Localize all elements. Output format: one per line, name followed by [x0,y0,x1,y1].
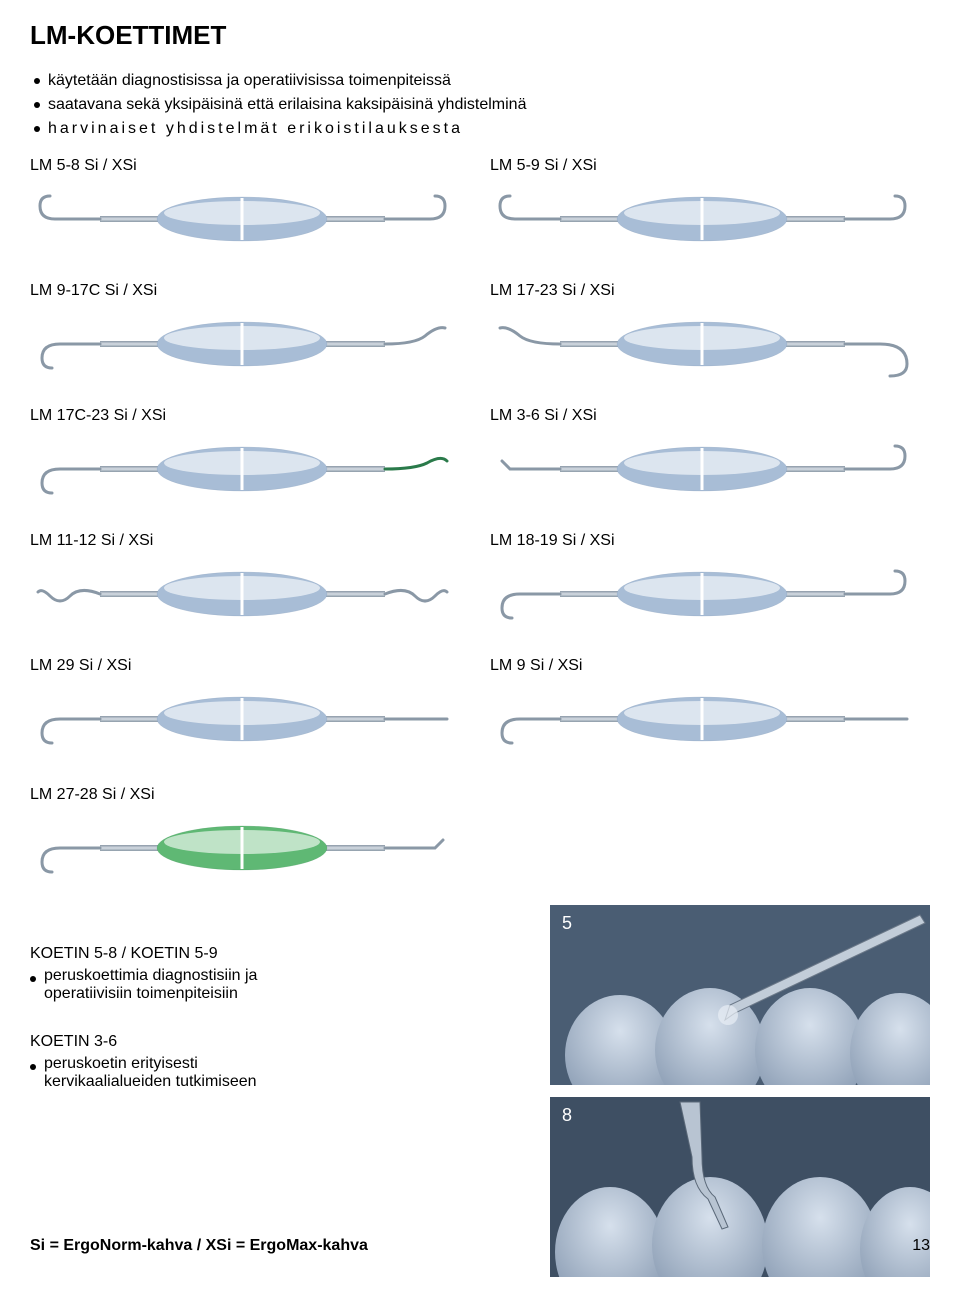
bullet-dot-icon [34,126,40,132]
instrument-image [30,681,455,756]
bullet-text: käytetään diagnostisissa ja operatiivisi… [48,69,451,93]
instrument-label: LM 11-12 Si / XSi [30,532,470,550]
instrument-item: LM 18-19 Si / XSi [490,532,930,631]
lower-section: KOETIN 5-8 / KOETIN 5-9 peruskoettimia d… [30,905,930,1289]
instrument-item: LM 27-28 Si / XSi [30,786,470,885]
instrument-item: LM 17C-23 Si / XSi [30,407,470,506]
bullet-item: käytetään diagnostisissa ja operatiivisi… [34,69,930,93]
bullet-dot-icon [30,1064,36,1070]
instrument-item: LM 17-23 Si / XSi [490,282,930,381]
instrument-label: LM 5-9 Si / XSi [490,157,930,175]
bullet-text: saatavana sekä yksipäisinä että erilaisi… [48,93,526,117]
instrument-item: LM 3-6 Si / XSi [490,407,930,506]
instrument-label: LM 29 Si / XSi [30,657,470,675]
bullet-item: peruskoettimia diagnostisiin ja operatii… [30,967,510,1003]
instrument-label: LM 18-19 Si / XSi [490,532,930,550]
koetin-block: KOETIN 3-6 peruskoetin erityisesti kervi… [30,1033,510,1091]
instrument-label: LM 9 Si / XSi [490,657,930,675]
instrument-image [30,810,455,885]
instrument-item: LM 5-8 Si / XSi [30,157,470,256]
instrument-image [490,306,915,381]
instrument-item: LM 9-17C Si / XSi [30,282,470,381]
instrument-image [490,181,915,256]
instrument-item: LM 5-9 Si / XSi [490,157,930,256]
footer-legend: Si = ErgoNorm-kahva / XSi = ErgoMax-kahv… [30,1237,368,1255]
page-footer: Si = ErgoNorm-kahva / XSi = ErgoMax-kahv… [30,1237,930,1255]
koetin-block: KOETIN 5-8 / KOETIN 5-9 peruskoettimia d… [30,945,510,1003]
clinical-photos: 5 8 [550,905,930,1289]
instrument-label: LM 9-17C Si / XSi [30,282,470,300]
instrument-image [490,431,915,506]
instrument-label: LM 27-28 Si / XSi [30,786,470,804]
instrument-image [490,556,915,631]
header: LM-KOETTIMET käytetään diagnostisissa ja… [30,20,930,141]
instrument-item: LM 9 Si / XSi [490,657,930,756]
koetin-title: KOETIN 3-6 [30,1033,510,1051]
photo-number: 8 [562,1105,572,1126]
instrument-image [30,431,455,506]
bullet-item: harvinaiset yhdistelmät erikoistilaukses… [34,117,930,141]
bullet-item: peruskoetin erityisesti kervikaalialueid… [30,1055,510,1091]
photo-number: 5 [562,913,572,934]
bullet-text: peruskoetin erityisesti kervikaalialueid… [44,1055,257,1091]
instrument-label: LM 17C-23 Si / XSi [30,407,470,425]
instrument-image [30,181,455,256]
page-title: LM-KOETTIMET [30,20,930,51]
page-number: 13 [912,1237,930,1255]
bullet-dot-icon [34,102,40,108]
bullet-dot-icon [34,78,40,84]
bullet-item: saatavana sekä yksipäisinä että erilaisi… [34,93,930,117]
clinical-photo-top: 5 [550,905,930,1085]
instrument-label: LM 5-8 Si / XSi [30,157,470,175]
bullet-text: peruskoettimia diagnostisiin ja operatii… [44,967,257,1003]
instrument-single: LM 27-28 Si / XSi [30,786,930,885]
instrument-item: LM 11-12 Si / XSi [30,532,470,631]
instrument-label: LM 3-6 Si / XSi [490,407,930,425]
instrument-item: LM 29 Si / XSi [30,657,470,756]
instrument-grid: LM 5-8 Si / XSi LM 5-9 Si / XSi [30,157,930,756]
instrument-image [30,306,455,381]
bullet-dot-icon [30,976,36,982]
instrument-label: LM 17-23 Si / XSi [490,282,930,300]
bullet-text: harvinaiset yhdistelmät erikoistilaukses… [48,117,463,141]
instrument-image [30,556,455,631]
koetin-title: KOETIN 5-8 / KOETIN 5-9 [30,945,510,963]
instrument-image [490,681,915,756]
bullet-list: käytetään diagnostisissa ja operatiivisi… [34,69,930,141]
koetin-text: KOETIN 5-8 / KOETIN 5-9 peruskoettimia d… [30,905,510,1289]
